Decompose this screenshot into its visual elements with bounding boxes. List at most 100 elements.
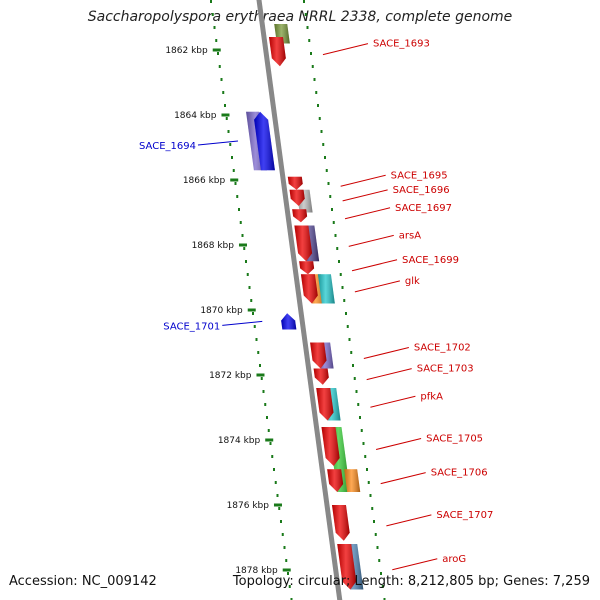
track-dot [327,182,330,185]
cog-box-glk-b-shade [317,274,335,304]
track-dot [278,507,281,510]
track-dot [369,494,372,497]
gene-label[interactable]: pfkA [420,391,443,402]
leader-line [351,259,398,272]
track-dot [244,260,247,263]
leader-line [354,280,401,293]
gene-arrow-shade [289,189,305,206]
gene-label[interactable]: SACE_1699 [402,255,459,266]
track-dot [234,182,237,185]
track-dot [243,247,246,250]
ruler-major-tick [247,308,256,312]
ruler-label: 1868 kbp [192,241,235,251]
gene-label[interactable]: SACE_1697 [395,203,452,214]
leader-line [348,234,394,247]
gene-label[interactable]: SACE_1702 [414,343,471,354]
track-dot [239,221,242,224]
track-dot [283,546,286,549]
track-dot [246,273,249,276]
gene-label[interactable]: aroG [442,554,466,565]
right-dotted-track [303,0,386,600]
leader-line [342,189,388,202]
track-dot [218,65,221,68]
track-dot [290,598,293,600]
track-dot [248,286,251,289]
track-dot [241,234,244,237]
label-leaders: SACE_1693 SACE_1694 SACE_1695 SACE_1696 SACE… [139,39,493,571]
gene-label[interactable]: SACE_1707 [436,510,493,521]
track-dot [322,143,325,146]
track-dot [357,403,360,406]
leader-line [366,368,412,381]
gene-arrow-shade [316,388,334,421]
gene-arrow-shade [287,176,303,190]
gene-label[interactable]: SACE_1701 [163,321,220,332]
track-dot [269,442,272,445]
leader-line [392,558,438,571]
track-dot [225,117,228,120]
track-dot [285,559,288,562]
leader-line [375,438,422,450]
track-dot [332,221,335,224]
gene-arrow-shade [313,368,329,385]
track-dot [258,364,261,367]
left-dotted-track [210,0,293,600]
gene-label[interactable]: SACE_1703 [417,364,474,375]
track-dot [286,572,289,575]
track-dot [315,91,318,94]
track-dot [318,117,321,120]
track-dot [353,377,356,380]
track-dot [303,0,305,3]
gene-label[interactable]: SACE_1694 [139,141,196,152]
gene-arrow-shade [327,469,344,492]
track-dot [262,390,265,393]
track-dot [211,13,214,16]
gene-label[interactable]: SACE_1695 [391,170,448,181]
track-dot [371,507,374,510]
track-dot [367,481,370,484]
track-dot [304,13,307,16]
leader-line [386,514,432,527]
ruler-major-tick [212,48,221,52]
ruler-major-tick [282,568,291,572]
gene-label[interactable]: arsA [399,230,421,241]
track-dot [334,234,337,237]
ruler-label: 1862 kbp [165,46,208,56]
gene-label[interactable]: SACE_1696 [393,185,450,196]
ruler-label: 1878 kbp [235,566,278,576]
gene-arrow-shade [268,37,286,67]
track-dot [374,533,377,536]
track-dot [381,585,384,588]
ruler-label: 1872 kbp [209,371,252,381]
leader-line [363,347,409,359]
track-dot [337,260,340,263]
gene-label[interactable]: SACE_1705 [426,434,483,445]
track-dot [251,312,254,315]
gene-label[interactable]: SACE_1693 [373,39,430,50]
gene-label[interactable]: SACE_1706 [431,468,488,479]
track-dot [364,455,367,458]
ruler: 1862 kbp 1864 kbp 1866 kbp 1868 kbp 1870 kbp… [165,46,291,576]
ruler-label: 1874 kbp [218,436,261,446]
track-dot [227,130,230,133]
ruler-major-tick [256,373,265,377]
track-dot [220,78,223,81]
accession-text: Accession: NC_009142 [9,574,157,589]
gene-arrow-shade [331,505,350,541]
track-dot [250,299,253,302]
leader-line [380,472,426,485]
track-dot [378,559,381,562]
ruler-major-tick [265,438,274,442]
track-dot [372,520,375,523]
track-dot [330,208,333,211]
map-title: Saccharopolyspora erythraea NRRL 2338, c… [87,9,513,25]
leader-line [340,174,386,187]
track-dot [257,351,260,354]
ruler-label: 1864 kbp [174,111,217,121]
gene-arrow-shade [300,274,318,304]
track-dot [365,468,368,471]
gene-arrow-shade [337,544,357,590]
gene-label[interactable]: glk [405,276,420,287]
gene-arrow-shade [299,261,315,275]
